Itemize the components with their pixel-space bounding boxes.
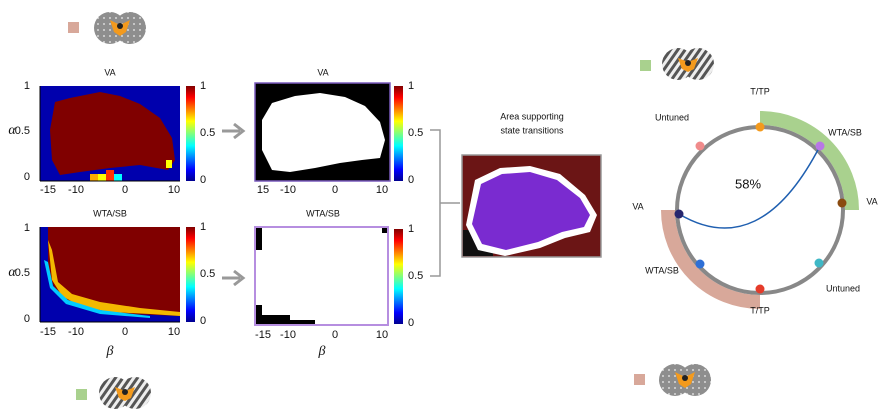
colorbar-tick-label: 0 [200, 315, 206, 327]
state-label: WTA/SB [645, 265, 679, 275]
x-tick-label: 0 [122, 184, 128, 196]
state-label: T/TP [750, 305, 770, 315]
panel-title: VA [317, 67, 328, 77]
panel-title: VA [104, 67, 115, 77]
x-tick-label: 10 [376, 329, 388, 341]
colorbar [186, 227, 195, 322]
x-axis-label: β [106, 344, 114, 359]
colorbar-tick-label: 1 [408, 80, 414, 92]
x-tick-label: -15 [40, 184, 56, 196]
colorbar-tick-label: 0 [408, 317, 414, 329]
panel-title: WTA/SB [93, 208, 127, 218]
arrow [222, 269, 246, 287]
x-tick-label: 10 [168, 326, 180, 338]
x-tick-label: -10 [280, 184, 296, 196]
x-tick-label: -15 [40, 326, 56, 338]
state-label: WTA/SB [828, 127, 862, 137]
x-axis-label: β [318, 344, 326, 359]
heatmap [39, 227, 180, 323]
colorbar-tick-label: 1 [200, 80, 206, 92]
icon [68, 12, 146, 44]
y-axis-label: α [8, 123, 16, 138]
colorbar-tick-label: 0.5 [200, 268, 215, 280]
transition-map [461, 154, 602, 258]
caption: Area supporting [500, 111, 564, 121]
y-tick-label: 1 [24, 222, 30, 234]
colorbar [186, 86, 195, 181]
x-tick-label: -15 [255, 329, 271, 341]
panel-title: WTA/SB [306, 208, 340, 218]
x-tick-label: 0 [332, 184, 338, 196]
heatmap [39, 86, 180, 182]
x-tick-label: -10 [68, 326, 84, 338]
y-axis-label: α [8, 265, 16, 280]
caption: state transitions [500, 125, 564, 135]
y-tick-label: 0.5 [15, 125, 30, 137]
bracket [430, 129, 460, 277]
x-tick-label: 0 [122, 326, 128, 338]
colorbar-tick-label: 1 [200, 221, 206, 233]
colorbar-tick-label: 1 [408, 223, 414, 235]
x-tick-label: 15 [257, 184, 269, 196]
state-label: VA [632, 201, 643, 211]
arrow [222, 122, 246, 140]
state-label: Untuned [655, 112, 689, 122]
state-label: T/TP [750, 86, 770, 96]
x-tick-label: 10 [168, 184, 180, 196]
binary-map [254, 82, 391, 182]
colorbar [394, 229, 403, 324]
y-tick-label: 1 [24, 80, 30, 92]
percentage: 58% [735, 176, 761, 191]
icon [634, 364, 711, 396]
icon [76, 377, 151, 409]
y-tick-label: 0.5 [15, 267, 30, 279]
icon [640, 48, 714, 80]
binary-map [254, 226, 389, 326]
colorbar-tick-label: 0.5 [408, 270, 423, 282]
colorbar-tick-label: 0 [200, 174, 206, 186]
colorbar-tick-label: 0 [408, 174, 414, 186]
x-tick-label: -10 [68, 184, 84, 196]
x-tick-label: 0 [332, 329, 338, 341]
colorbar-tick-label: 0.5 [408, 127, 423, 139]
y-tick-label: 0 [24, 313, 30, 325]
x-tick-label: 10 [376, 184, 388, 196]
state-label: VA [866, 196, 877, 206]
colorbar-tick-label: 0.5 [200, 127, 215, 139]
colorbar [394, 86, 403, 181]
state-circle [661, 111, 859, 309]
state-label: Untuned [826, 283, 860, 293]
x-tick-label: -10 [280, 329, 296, 341]
y-tick-label: 0 [24, 171, 30, 183]
